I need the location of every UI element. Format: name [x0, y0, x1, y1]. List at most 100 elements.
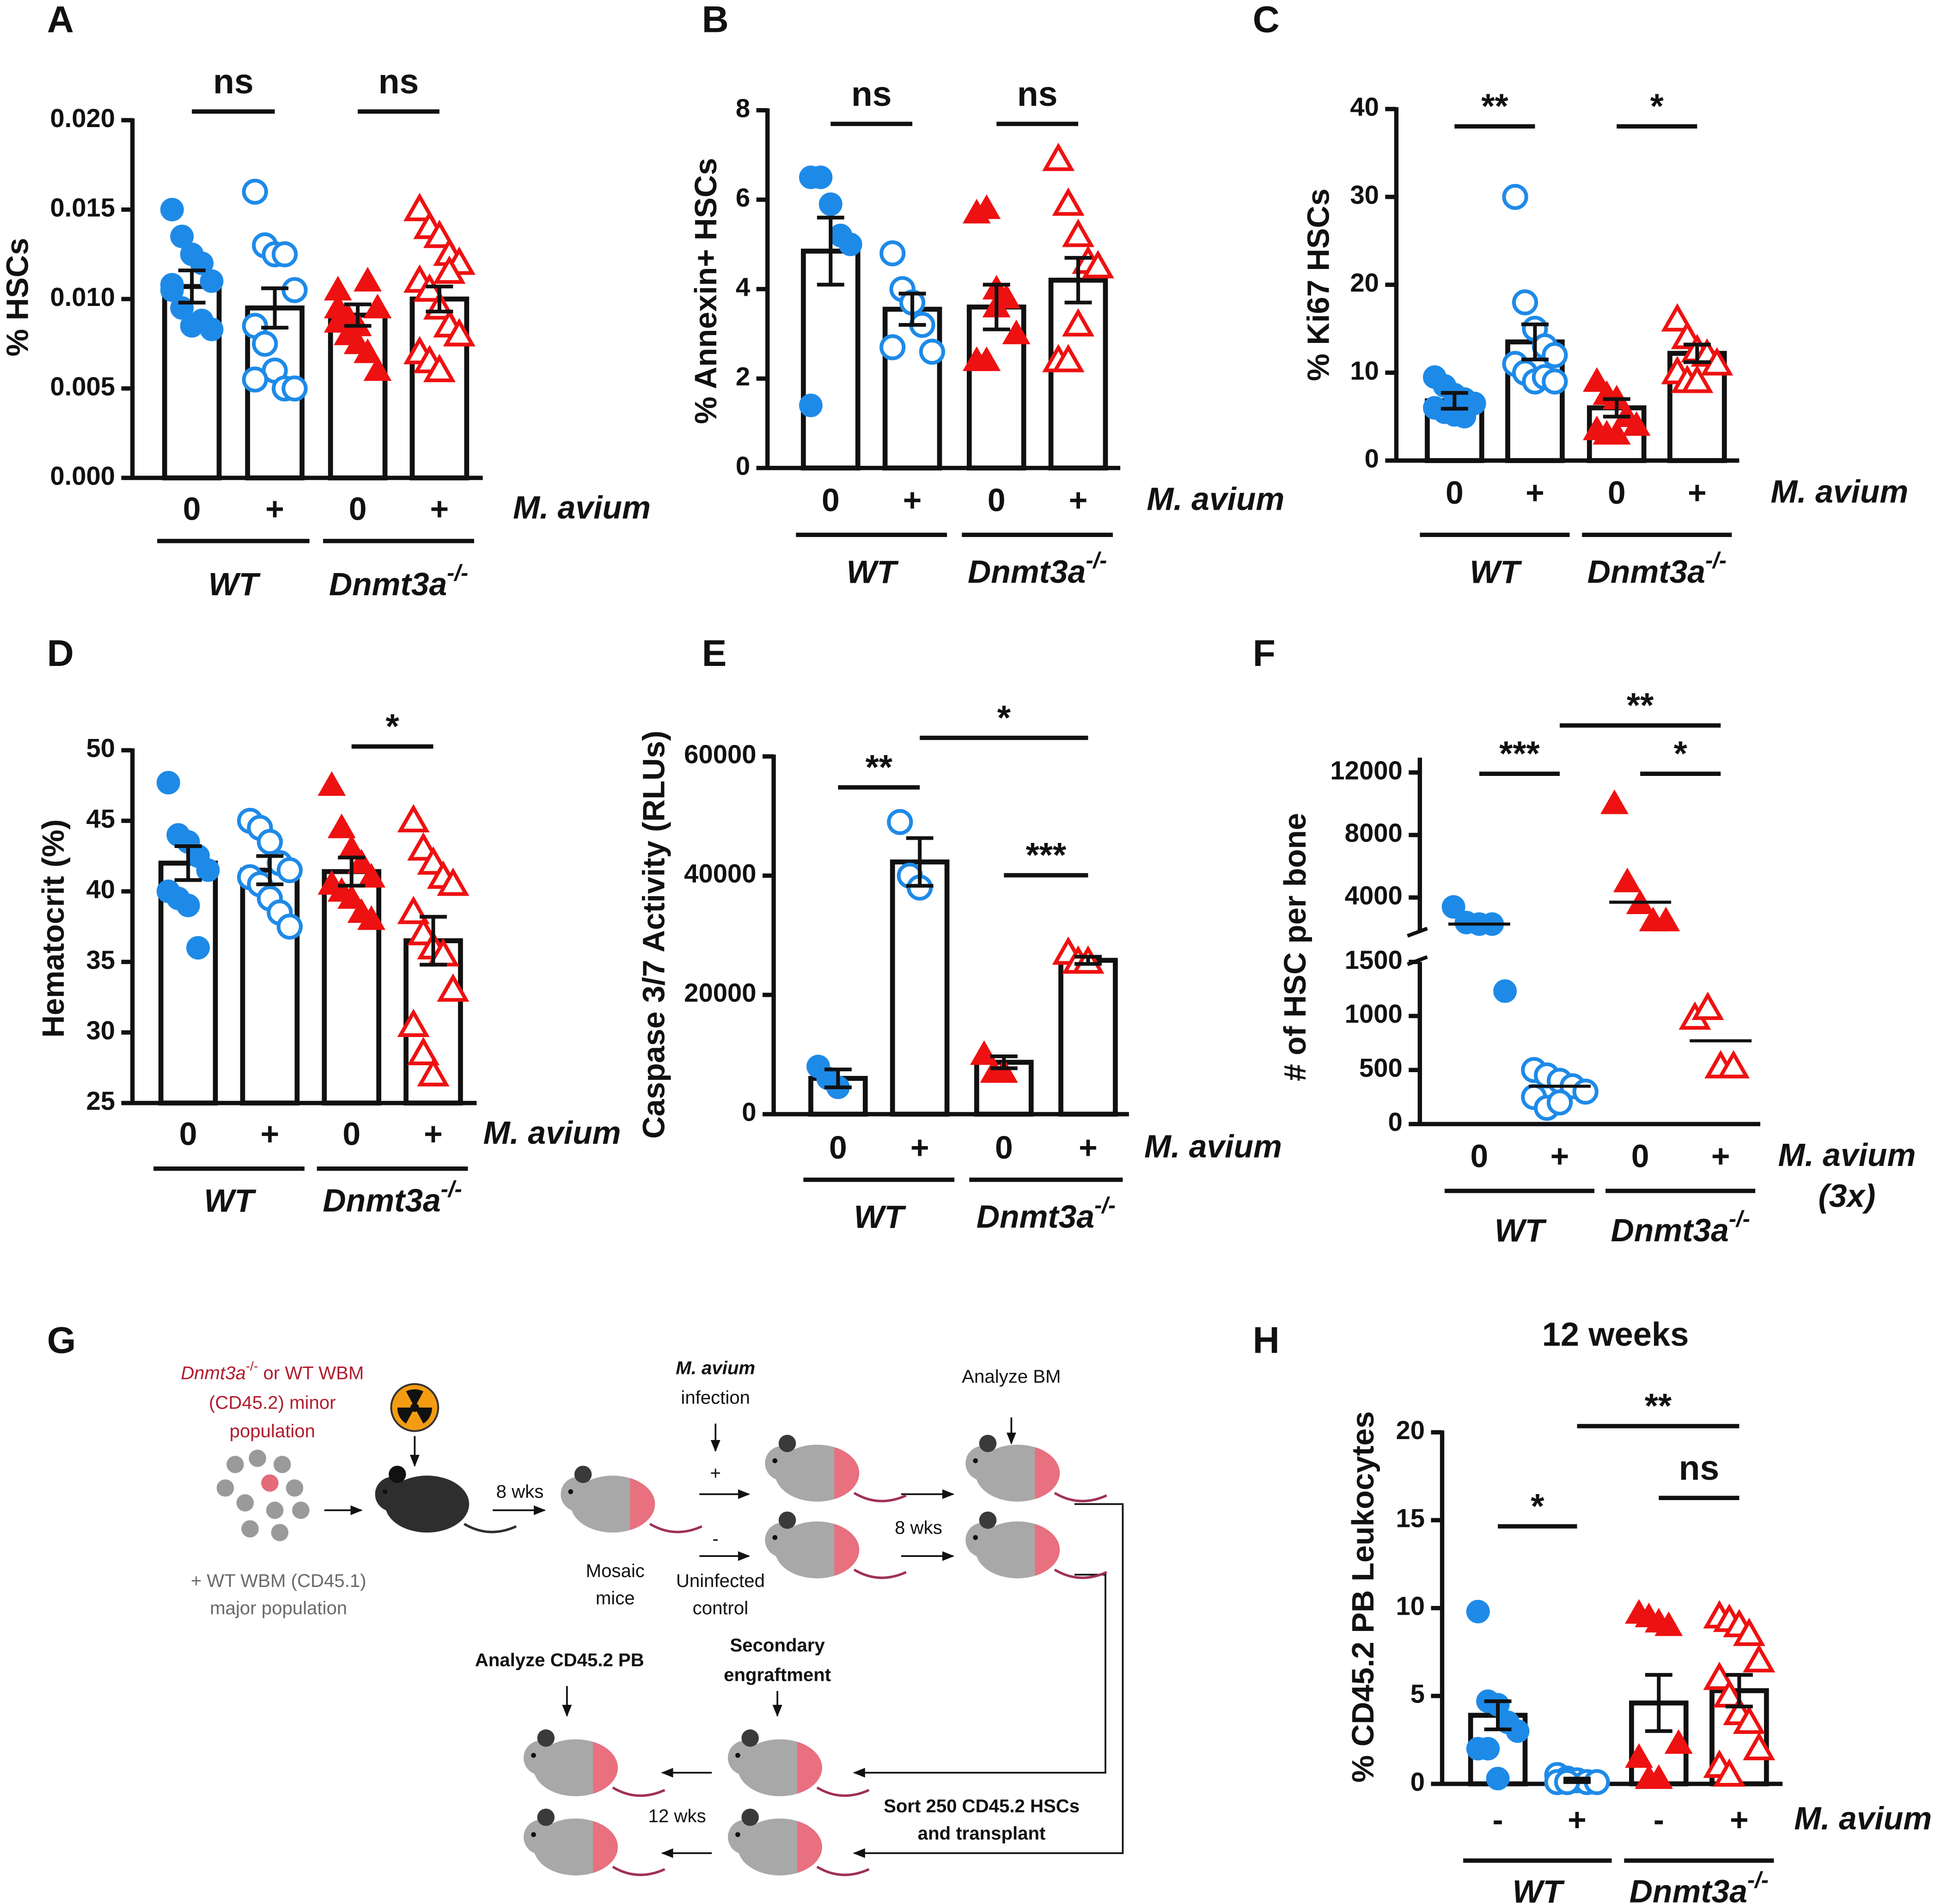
significance-label: ns: [1679, 1448, 1720, 1487]
x-tick-label: 0: [988, 482, 1006, 518]
panel-letter: E: [702, 633, 727, 674]
data-point: [160, 198, 184, 221]
data-point: [1502, 183, 1528, 210]
cell-cluster: [216, 1449, 310, 1541]
y-tick-label: 45: [86, 804, 116, 833]
data-point: [252, 330, 278, 357]
mouse-icon: [765, 1434, 907, 1502]
error-bar: [1563, 1776, 1591, 1784]
y-tick-label: 0.005: [50, 372, 115, 401]
x-tick-label: 0: [822, 482, 840, 518]
x-tick-label: +: [903, 482, 922, 518]
mouse-eye: [973, 1535, 978, 1540]
group-label: WT: [1513, 1873, 1565, 1904]
x-tick-label: 0: [342, 1116, 360, 1152]
data-point: [1743, 1644, 1776, 1672]
mouse-head: [965, 1446, 1001, 1481]
significance-label: ns: [213, 62, 254, 101]
significance-label: **: [866, 748, 893, 787]
mouse-rear: [593, 1741, 618, 1794]
data-point: [1654, 1611, 1683, 1636]
data-point: [1493, 979, 1517, 1003]
x-tick-label: 0: [1446, 475, 1464, 511]
mouse-icon: [765, 1511, 907, 1579]
mouse-head: [524, 1740, 559, 1776]
mouse-ear: [537, 1808, 555, 1826]
significance-label: *: [386, 707, 400, 746]
mouse-tail: [816, 1866, 870, 1876]
data-point: [397, 1008, 430, 1037]
data-point: [196, 858, 220, 882]
y-tick-label: 4: [736, 272, 750, 301]
data-point: [397, 804, 430, 833]
error-bar: [1645, 1673, 1672, 1733]
data-point: [809, 165, 833, 189]
data-point: [363, 293, 392, 318]
y-tick-label: 0: [1365, 444, 1379, 473]
x-tick-label: 0: [829, 1129, 847, 1166]
data-point: [1664, 1729, 1693, 1754]
error-bar: [174, 844, 202, 882]
significance-label: ns: [378, 62, 419, 101]
error-bar: [1521, 322, 1549, 361]
group-label: WT: [847, 554, 899, 590]
mouse-head: [965, 1522, 1001, 1557]
data-point: [1613, 867, 1642, 892]
factor-label: M. avium: [1770, 473, 1908, 509]
error-bar: [420, 915, 447, 967]
y-tick-label: 5: [1410, 1679, 1425, 1709]
mouse-tail: [649, 1523, 702, 1533]
data-point: [170, 225, 194, 249]
y-tick-label: 40000: [684, 859, 756, 888]
mouse-icon: [524, 1729, 665, 1797]
y-tick-label: 1500: [1345, 945, 1403, 974]
data-point: [324, 275, 352, 301]
y-axis-label: % Ki67 HSCs: [1301, 189, 1336, 381]
y-tick-label: 0.010: [50, 282, 115, 311]
data-point: [437, 973, 470, 1002]
data-point: [176, 893, 200, 917]
data-point: [407, 1037, 440, 1066]
diagram-label: 8 wks: [895, 1517, 942, 1538]
group-label: Dnmt3a-/-: [1587, 548, 1727, 590]
mouse-eye: [531, 1753, 536, 1758]
data-point: [200, 269, 224, 293]
data-point: [417, 1058, 450, 1086]
data-point: [1052, 187, 1085, 216]
mouse-tail: [612, 1786, 665, 1797]
data-point: [1602, 420, 1631, 445]
diagram-label: mice: [596, 1588, 635, 1609]
mouse-ear: [574, 1465, 592, 1483]
data-point: [443, 318, 476, 347]
data-point: [363, 356, 392, 381]
chart-title: 12 weeks: [1542, 1316, 1689, 1353]
mouse-ear: [741, 1808, 759, 1826]
mouse-eye: [973, 1458, 978, 1464]
x-tick-label: +: [424, 1116, 443, 1152]
significance-label: *: [997, 698, 1011, 737]
error-bar: [898, 292, 926, 327]
data-point: [970, 1040, 998, 1065]
mouse-eye: [735, 1753, 740, 1758]
data-point: [1582, 367, 1611, 392]
group-label: WT: [208, 566, 261, 602]
data-point: [1681, 365, 1714, 393]
data-point: [413, 273, 446, 302]
error-bar: [990, 1054, 1018, 1070]
group-label: WT: [204, 1183, 256, 1219]
mouse-tail: [464, 1523, 517, 1533]
mouse-icon: [965, 1511, 1107, 1579]
data-point: [1622, 411, 1651, 436]
group-label: Dnmt3a-/-: [977, 1193, 1116, 1235]
diagram-label: and transplant: [918, 1823, 1046, 1843]
factor-note: (3x): [1819, 1178, 1876, 1214]
x-tick-label: +: [1730, 1801, 1749, 1837]
axis-break: [1407, 927, 1428, 938]
mouse-ear: [389, 1465, 406, 1483]
mouse-icon: [965, 1434, 1107, 1502]
data-point: [433, 255, 466, 284]
factor-label: M. avium: [1147, 481, 1284, 517]
y-tick-label: 0.000: [50, 461, 115, 490]
data-point: [879, 334, 906, 360]
mouse-rear: [1035, 1524, 1060, 1576]
